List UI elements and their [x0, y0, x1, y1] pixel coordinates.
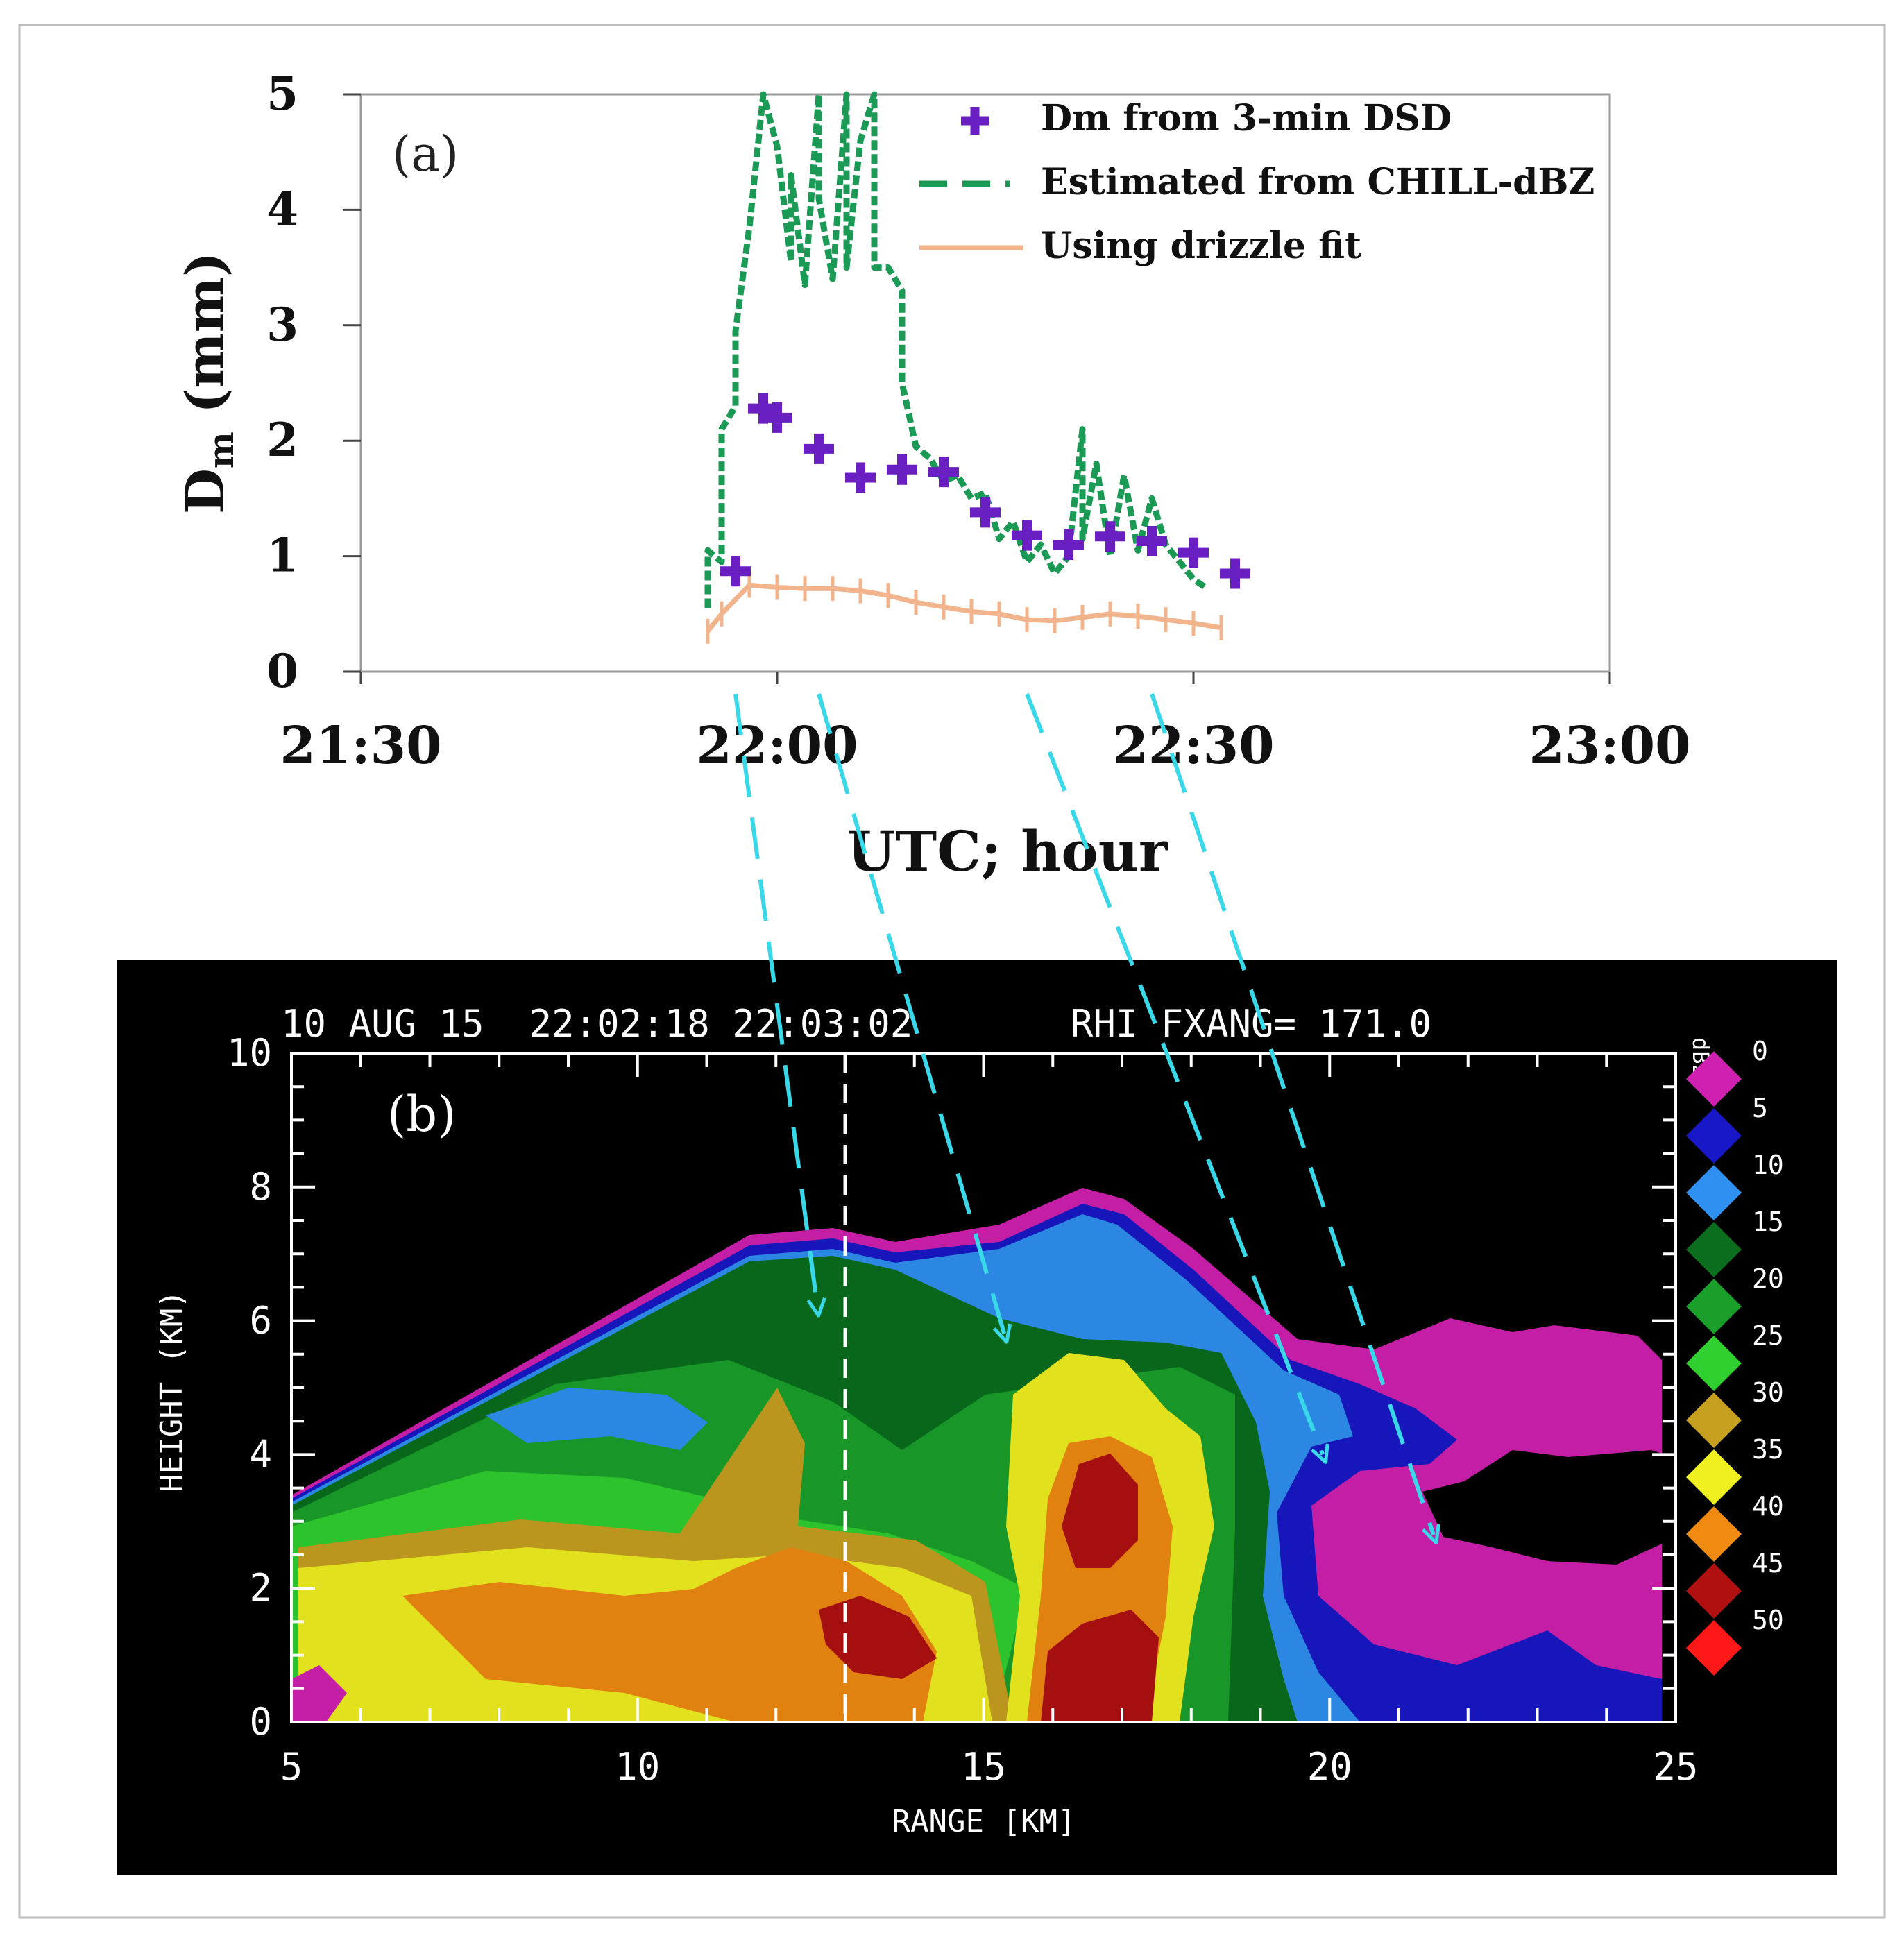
x-tick-label-b: 5 [280, 1745, 303, 1789]
y-tick-label-a: 4 [266, 182, 298, 236]
panel-b-label: (b) [387, 1086, 456, 1143]
connector-arrow [1150, 693, 1434, 1535]
y-tick-label-b: 4 [249, 1432, 272, 1476]
x-axis-title-b: RANGE [KM] [892, 1804, 1076, 1839]
dsd-point [804, 433, 834, 464]
colorbar-label: 10 [1752, 1150, 1784, 1180]
colorbar-swatch [1686, 1165, 1742, 1220]
legend-item-chill: Estimated from CHILL-dBZ [919, 161, 1595, 203]
texture-overlay [291, 1053, 1676, 1722]
series-drizzle-line [706, 582, 1222, 633]
connector-arrow [817, 693, 1004, 1334]
dsd-point [762, 402, 792, 433]
colorbar-label: 50 [1752, 1605, 1784, 1635]
x-tick-label-a: 21:30 [280, 716, 441, 776]
connector-arrows [733, 692, 1434, 1535]
legend-item-drizzle: Using drizzle fit [919, 225, 1361, 267]
colorbar-swatch [1686, 1108, 1742, 1164]
y-tick-label-b: 0 [249, 1700, 272, 1744]
x-tick-label-b: 20 [1307, 1745, 1352, 1789]
dsd-point [720, 556, 751, 587]
x-tick-label-a: 23:00 [1529, 716, 1690, 776]
y-tick-label-a: 5 [266, 67, 298, 121]
colorbar-label: 15 [1752, 1207, 1784, 1237]
axis-ticks-a: 0 1 2 3 4 5 21:30 22:00 22:30 23:00 [266, 67, 1691, 776]
dsd-point [887, 454, 917, 485]
y-axis-title-b: HEIGHT (KM) [154, 1290, 189, 1492]
panel-a-label: (a) [392, 126, 459, 182]
x-tick-label-b: 15 [961, 1745, 1006, 1789]
y-axis-title-a: Dm (mm) [174, 252, 241, 514]
reflectivity-field [291, 1053, 1676, 1722]
dsd-point [928, 457, 959, 488]
series-group-a [704, 91, 1250, 644]
dsd-point [1095, 521, 1125, 552]
dsd-point [1053, 529, 1084, 560]
dsd-point [1178, 537, 1209, 568]
dsd-point [970, 497, 1001, 528]
legend-marker-plus [961, 107, 989, 135]
y-tick-label-a: 2 [266, 413, 298, 467]
plot-area-a [359, 93, 1611, 673]
dsd-point [1012, 520, 1042, 551]
colorbar-label: 25 [1752, 1320, 1784, 1351]
x-tick-label-b: 10 [615, 1745, 660, 1789]
colorbar-swatch [1686, 1222, 1742, 1277]
legend-item-dsd: Dm from 3-min DSD [961, 97, 1452, 139]
colorbar-label: 30 [1752, 1377, 1784, 1408]
y-tick-label-a: 0 [266, 644, 298, 698]
dsd-point [1220, 558, 1250, 589]
dsd-point [845, 462, 876, 493]
colorbar-swatch [1686, 1506, 1742, 1562]
y-tick-label-b: 2 [249, 1566, 272, 1610]
colorbar-swatch [1686, 1563, 1742, 1619]
y-tick-label-b: 8 [249, 1165, 272, 1209]
dsd-point [1137, 525, 1167, 556]
axis-ticks-b: 5 10 15 20 25 0 2 4 6 8 10 [227, 1031, 1699, 1789]
colorbar-label: 40 [1752, 1491, 1784, 1522]
colorbar-label: 35 [1752, 1434, 1784, 1465]
x-tick-label-a: 22:30 [1112, 716, 1274, 776]
connector-arrow [733, 693, 817, 1307]
colorbar-swatch [1686, 1620, 1742, 1676]
colorbar-label: 5 [1752, 1093, 1768, 1123]
panel-a: 0 1 2 3 4 5 21:30 22:00 22:30 23:00 (a) Dm from 3… [174, 67, 1691, 884]
y-tick-label-b: 10 [227, 1031, 272, 1075]
legend-a: Dm from 3-min DSD Estimated from CHILL-d… [919, 97, 1595, 267]
panel-b-header: 10 AUG 15 22:02:18 22:03:02 RHI FXANG= 1… [281, 1002, 1431, 1046]
colorbar-swatch [1686, 1393, 1742, 1448]
colorbar-label: 0 [1752, 1036, 1768, 1066]
colorbar-swatch [1686, 1279, 1742, 1334]
connector-arrow [1025, 692, 1323, 1454]
colorbar-label: 45 [1752, 1548, 1784, 1578]
y-tick-label-a: 1 [266, 529, 298, 583]
colorbar-swatch [1686, 1449, 1742, 1505]
legend-label-drizzle: Using drizzle fit [1041, 225, 1361, 267]
x-tick-label-b: 25 [1653, 1745, 1698, 1789]
legend-label-dsd: Dm from 3-min DSD [1041, 97, 1452, 139]
series-chill-line [704, 91, 1209, 608]
x-axis-title-a: UTC; hour [847, 819, 1168, 884]
x-tick-label-a: 22:00 [696, 716, 858, 776]
y-tick-label-b: 6 [249, 1299, 272, 1343]
colorbar-swatch [1686, 1051, 1742, 1107]
y-tick-label-a: 3 [266, 298, 298, 352]
colorbar-label: 20 [1752, 1263, 1784, 1294]
legend-label-chill: Estimated from CHILL-dBZ [1041, 161, 1595, 203]
panel-b: 5 10 15 20 25 0 2 4 6 8 10 10 AUG 15 22:02:18 22:0… [117, 960, 1837, 1875]
colorbar-swatch [1686, 1336, 1742, 1391]
